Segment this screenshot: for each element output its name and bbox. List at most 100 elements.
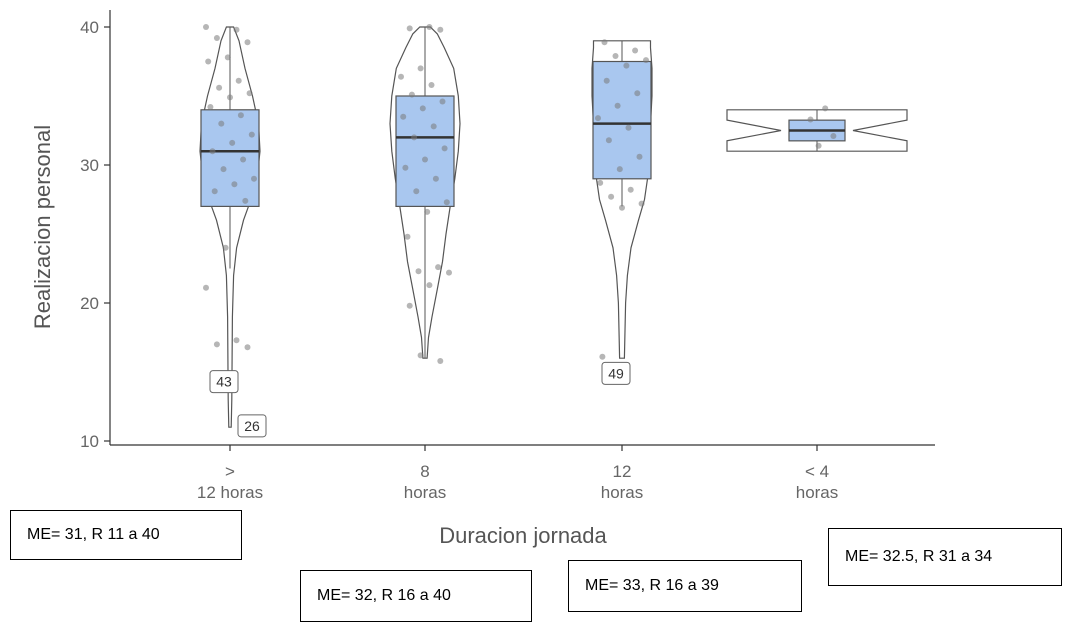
data-point: [426, 282, 433, 289]
violin-3: [591, 40, 653, 359]
outlier-label-26: 26: [237, 414, 267, 438]
median-range-note-3: ME= 33, R 16 a 39: [568, 560, 802, 612]
data-point: [248, 131, 255, 138]
y-tick-label: 40: [80, 18, 99, 37]
violin-4: [726, 109, 908, 152]
data-point: [599, 353, 606, 360]
axes: 10 20 30 40 > 12 horas 8 horas 12 horas < 4 horas: [80, 10, 935, 502]
data-point: [205, 58, 212, 65]
y-axis-title: Realizacion personal: [30, 125, 55, 329]
data-point: [435, 264, 442, 271]
x-tick-label: horas: [404, 483, 447, 502]
data-point: [211, 188, 218, 195]
x-tick-label: >: [225, 462, 235, 481]
data-point: [424, 208, 431, 215]
data-point: [428, 82, 435, 88]
outlier-label-box: [601, 361, 631, 385]
x-tick-label: 12: [613, 462, 632, 481]
data-point: [406, 25, 413, 32]
data-point: [822, 105, 829, 112]
median-range-note-2: ME= 32, R 16 a 40: [300, 570, 532, 622]
box-3: [592, 60, 652, 180]
box-1: [200, 109, 260, 208]
data-point: [240, 156, 247, 163]
data-point: [222, 244, 229, 251]
data-point: [406, 302, 413, 309]
data-point: [830, 133, 837, 139]
data-point: [595, 115, 601, 122]
data-point: [632, 47, 639, 54]
data-point: [643, 57, 649, 64]
data-point: [251, 175, 257, 182]
outlier-label-49: 49: [601, 361, 631, 385]
violin-1: [199, 26, 261, 428]
data-point: [237, 112, 244, 119]
x-axis-title: Duracion jornada: [439, 523, 607, 548]
outlier-label-43: 43: [209, 370, 239, 394]
data-point: [601, 39, 608, 46]
data-point: [411, 134, 418, 141]
data-point: [443, 199, 450, 206]
data-point: [437, 26, 444, 33]
outlier-label-text: 43: [216, 374, 232, 390]
data-point: [244, 344, 251, 351]
data-point: [246, 90, 253, 97]
data-point: [235, 77, 242, 84]
data-point: [426, 24, 433, 30]
data-point: [419, 105, 426, 112]
x-tick-label: horas: [601, 483, 644, 502]
plot-area: 43 26 49: [199, 24, 908, 438]
violin-2: [389, 26, 461, 359]
data-point: [209, 148, 216, 155]
data-point: [224, 54, 231, 61]
data-point: [432, 175, 439, 182]
data-point: [415, 268, 422, 275]
data-point: [619, 204, 625, 211]
data-point: [439, 98, 446, 105]
data-point: [807, 116, 814, 123]
data-point: [417, 65, 424, 72]
data-point: [638, 200, 645, 207]
data-point: [203, 284, 209, 291]
data-point: [437, 358, 444, 364]
data-point: [603, 77, 610, 84]
outlier-label-box: [237, 414, 267, 438]
data-point: [612, 53, 619, 59]
data-point: [417, 352, 424, 359]
data-point: [430, 123, 437, 130]
data-point: [413, 188, 420, 195]
x-tick-label: 8: [420, 462, 429, 481]
data-point: [242, 197, 249, 204]
data-point: [220, 166, 227, 173]
data-point: [402, 164, 409, 171]
data-point: [227, 94, 233, 101]
outlier-label-text: 26: [244, 418, 260, 434]
y-tick-label: 10: [80, 432, 99, 451]
data-point: [233, 26, 240, 33]
data-point: [233, 337, 240, 344]
data-point: [627, 186, 634, 193]
data-point: [616, 166, 623, 173]
outlier-label-text: 49: [608, 365, 624, 381]
data-point: [400, 113, 407, 120]
data-point: [608, 193, 615, 200]
data-point: [244, 39, 251, 46]
data-point: [404, 233, 411, 240]
data-point: [636, 153, 643, 160]
data-point: [231, 181, 238, 188]
data-point: [203, 24, 209, 30]
data-point: [625, 124, 632, 131]
data-point: [634, 90, 641, 97]
data-point: [213, 35, 220, 41]
data-point: [815, 142, 822, 149]
outlier-label-box: [209, 370, 239, 394]
median-range-note-4: ME= 32.5, R 31 a 34: [828, 528, 1062, 586]
data-point: [623, 62, 630, 69]
data-point: [605, 137, 612, 144]
x-tick-label: < 4: [805, 462, 829, 481]
data-point: [213, 341, 220, 348]
median-range-note-1: ME= 31, R 11 a 40: [10, 510, 242, 560]
data-point: [207, 104, 214, 110]
x-tick-label: horas: [796, 483, 839, 502]
